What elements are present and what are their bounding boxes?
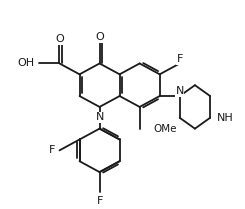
Text: F: F xyxy=(96,196,103,206)
Text: NH: NH xyxy=(217,113,234,123)
Text: O: O xyxy=(95,32,104,42)
Text: O: O xyxy=(55,34,64,44)
Text: N: N xyxy=(175,86,184,96)
Text: OH: OH xyxy=(17,59,35,69)
Text: F: F xyxy=(177,54,183,64)
Text: N: N xyxy=(95,112,104,122)
Text: F: F xyxy=(49,145,55,155)
Text: OMe: OMe xyxy=(153,124,176,134)
